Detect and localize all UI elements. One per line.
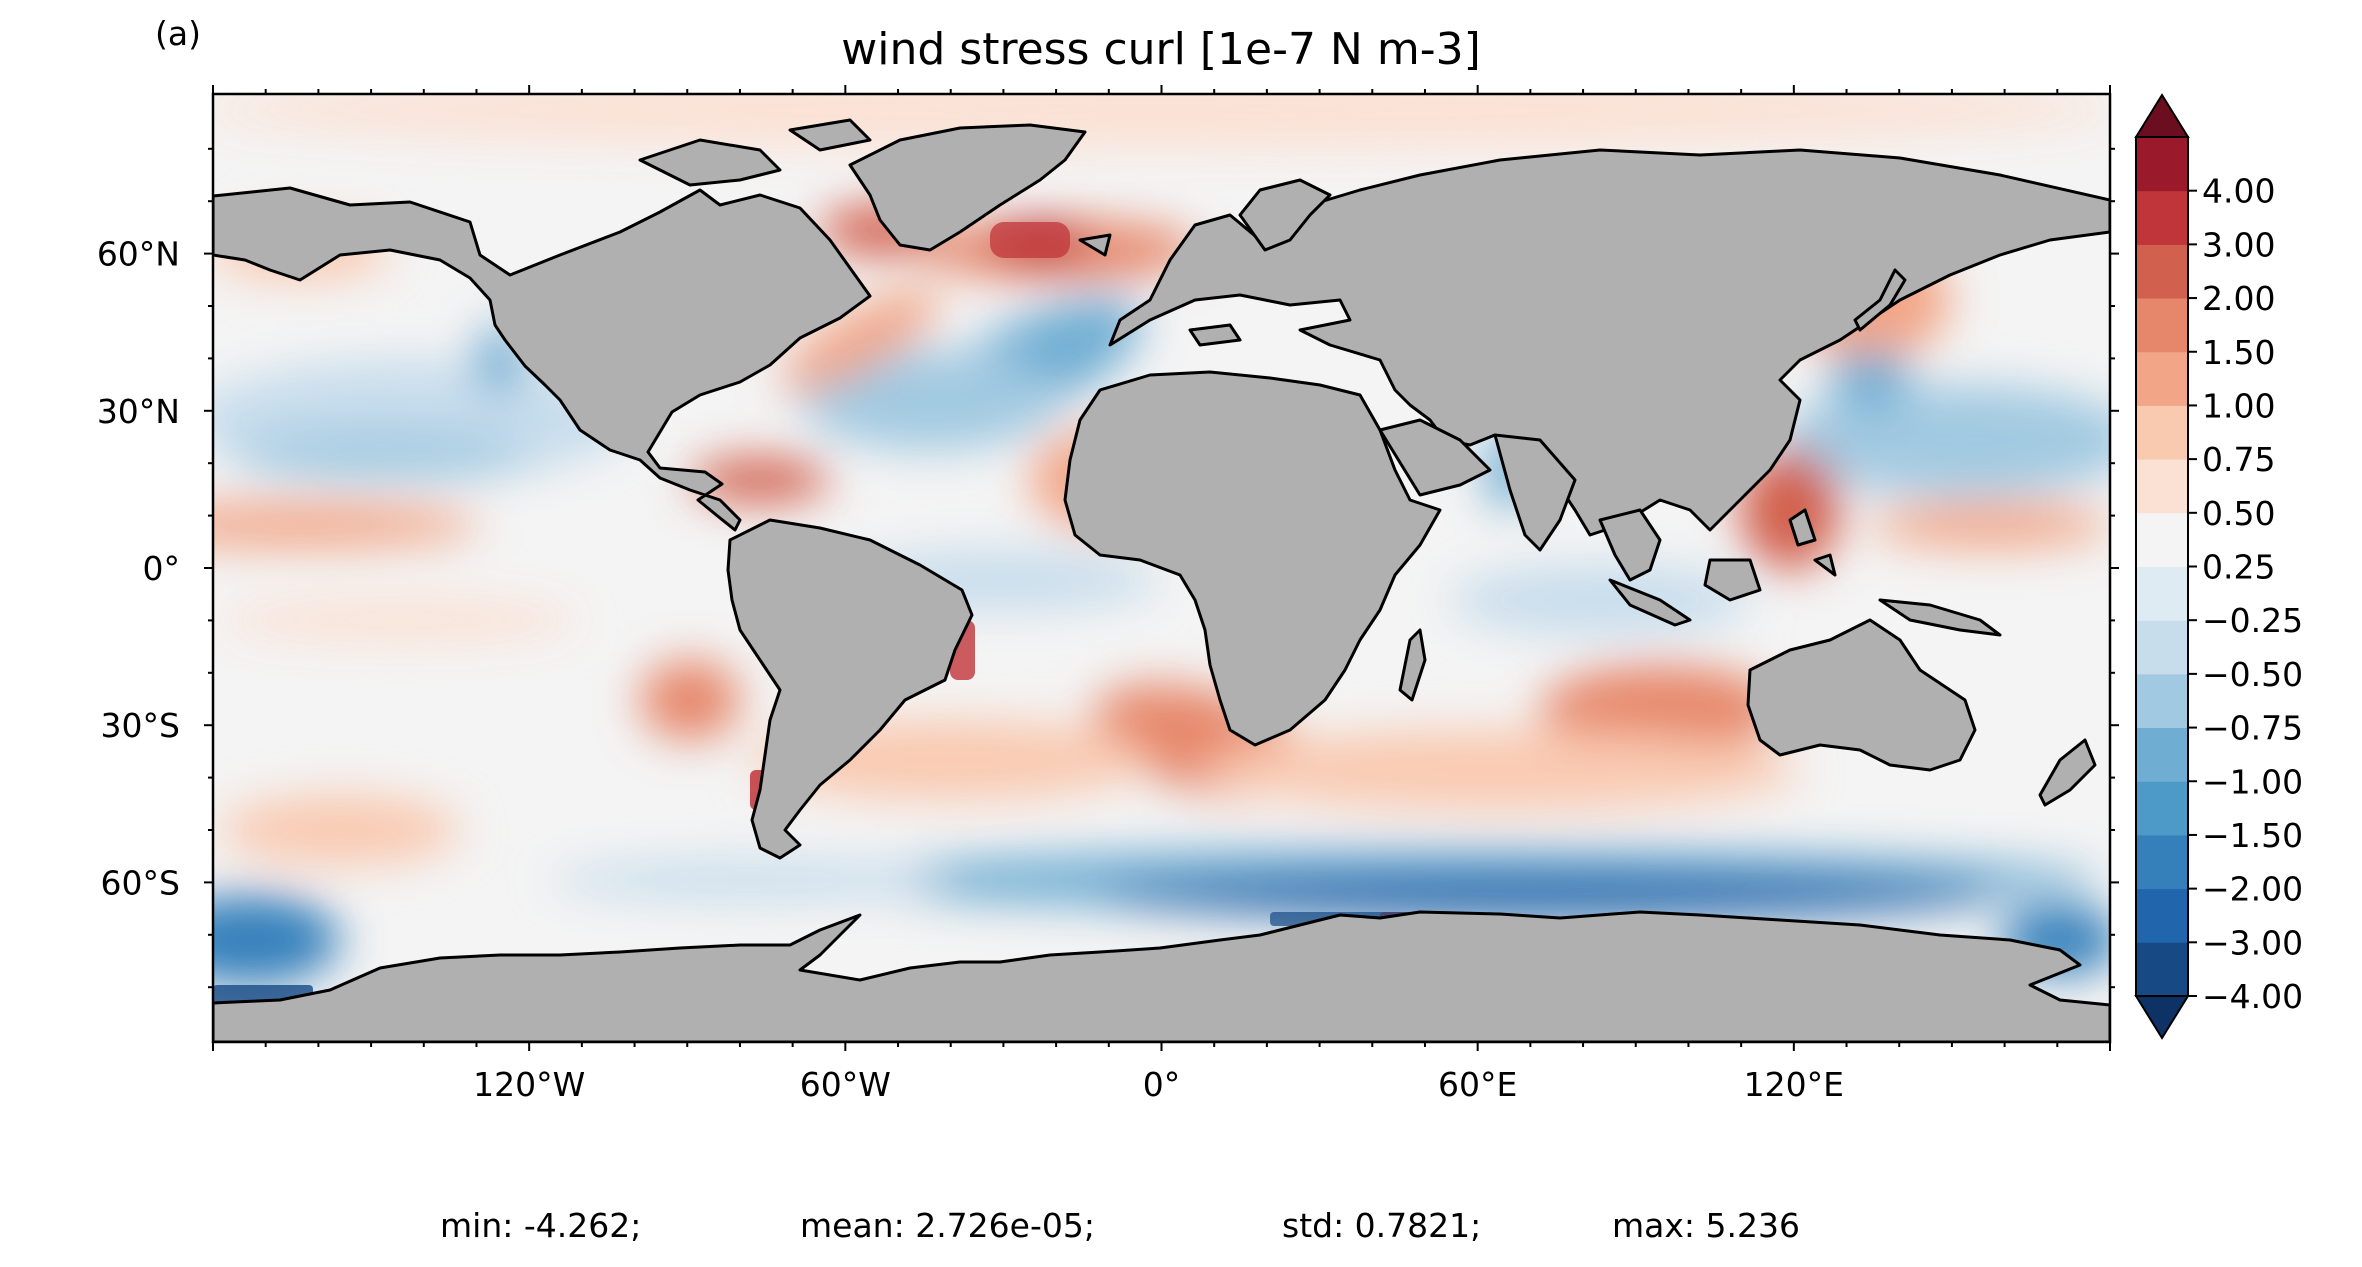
- field-blob: [1870, 503, 2110, 547]
- land-south-america: [726, 518, 974, 860]
- colorbar-tick-label: −0.75: [2202, 709, 2303, 748]
- colorbar-segment: [2136, 298, 2188, 353]
- y-axis: 60°N 30°N 0° 30°S 60°S: [97, 147, 2119, 989]
- x-tick-label: 60°W: [800, 1065, 891, 1104]
- land-sumatra: [1608, 578, 1692, 627]
- colorbar-tick-label: −0.50: [2202, 655, 2303, 694]
- field-blob: [640, 660, 740, 740]
- colorbar-tick-label: 2.00: [2202, 279, 2275, 318]
- land-north-america: [213, 186, 872, 532]
- land-arabia: [1378, 418, 1492, 497]
- field-blob: [1100, 873, 2000, 917]
- colorbar-segment: [2136, 244, 2188, 299]
- map-axes: 120°W 60°W 0° 60°E 120°E 60°N 30°N 0° 30°S 60°S: [97, 85, 2119, 1104]
- y-tick-label: 60°N: [97, 235, 180, 274]
- colorbar-segment: [2136, 405, 2188, 460]
- land-scandinavia: [1238, 178, 1332, 252]
- field-blob: [1200, 730, 1800, 810]
- colorbar-segment: [2136, 512, 2188, 567]
- colorbar-tick-label: 0.75: [2202, 440, 2275, 479]
- colorbar-segment: [2136, 620, 2188, 675]
- stat-min: min: -4.262;: [440, 1206, 641, 1245]
- colorbar: −4.00 −3.00 −2.00 −1.50 −1.00 −0.75 −0.50 −0.25…: [2134, 93, 2303, 1040]
- land-new-zealand: [2038, 738, 2097, 807]
- colorbar-segment: [2136, 781, 2188, 836]
- colorbar-tick-label: 1.50: [2202, 333, 2275, 372]
- colorbar-tick-label: −3.00: [2202, 923, 2303, 962]
- field-blob: [220, 795, 460, 865]
- colorbar-tick-label: −1.00: [2202, 762, 2303, 801]
- colorbar-tick-label: 0.50: [2202, 494, 2275, 533]
- x-tick-label: 0°: [1143, 1065, 1181, 1104]
- panel-label: (a): [155, 14, 201, 53]
- colorbar-tick-label: −2.00: [2202, 870, 2303, 909]
- field-blob: [213, 503, 480, 547]
- colorbar-segment: [2136, 942, 2188, 997]
- colorbar-segment: [2136, 459, 2188, 514]
- colorbar-tick-label: −4.00: [2202, 977, 2303, 1016]
- field-blob: [230, 430, 530, 480]
- land-madagascar: [1398, 628, 1427, 702]
- y-tick-label: 60°S: [101, 863, 180, 902]
- land-eurasia: [1108, 148, 2110, 537]
- land-masses: [213, 118, 2110, 1042]
- field-blob: [1450, 565, 1750, 635]
- field-blob: [1780, 385, 2110, 495]
- land-japan: [1853, 268, 1907, 332]
- colorbar-tick-label: 3.00: [2202, 225, 2275, 264]
- land-africa: [1063, 370, 1442, 747]
- y-tick-label: 30°N: [97, 392, 180, 431]
- colorbar-tick-label: −0.25: [2202, 601, 2303, 640]
- land-small-islands: [1078, 233, 1837, 577]
- colorbar-segment: [2136, 190, 2188, 245]
- field-blob: [800, 350, 1060, 450]
- y-tick-label: 30°S: [101, 706, 180, 745]
- colorbar-extend-high: [2134, 93, 2190, 138]
- land-borneo: [1703, 558, 1762, 602]
- x-tick-label: 120°W: [473, 1065, 585, 1104]
- field-blob: [690, 458, 830, 502]
- land-new-guinea: [1878, 598, 2002, 637]
- land-antarctica: [213, 910, 2110, 1042]
- colorbar-segment: [2136, 834, 2188, 890]
- colorbar-tick-label: −1.50: [2202, 816, 2303, 855]
- x-tick-label: 60°E: [1438, 1065, 1517, 1104]
- land-australia: [1746, 618, 1977, 772]
- stat-max: max: 5.236: [1612, 1206, 1800, 1245]
- land-india: [1493, 433, 1577, 552]
- field-blob: [220, 598, 580, 642]
- colorbar-tick-label: 4.00: [2202, 172, 2275, 211]
- colorbar-segment: [2136, 351, 2188, 406]
- map-title: wind stress curl [1e-7 N m-3]: [841, 24, 1480, 75]
- field-blob: [213, 895, 340, 985]
- colorbar-extend-low: [2134, 995, 2190, 1040]
- field-blob: [213, 94, 2110, 150]
- field-blob: [550, 860, 950, 900]
- colorbar-segment: [2136, 137, 2188, 192]
- stats-line: min: -4.262; mean: 2.726e-05; std: 0.782…: [440, 1206, 1800, 1245]
- x-tick-label: 120°E: [1744, 1065, 1844, 1104]
- land-canadian-archipelago: [638, 118, 872, 187]
- y-tick-label: 0°: [143, 549, 181, 588]
- land-greenland: [848, 123, 1087, 252]
- colorbar-segment: [2136, 727, 2188, 782]
- colorbar-segment: [2136, 566, 2188, 621]
- colorbar-segment: [2136, 673, 2188, 729]
- colorbar-segment: [2136, 888, 2188, 943]
- land-indochina: [1598, 508, 1662, 582]
- stat-std: std: 0.7821;: [1282, 1206, 1481, 1245]
- field-blob: [780, 288, 940, 392]
- field-blob: [1830, 350, 1910, 410]
- colorbar-tick-label: 1.00: [2202, 386, 2275, 425]
- x-axis: 120°W 60°W 0° 60°E 120°E: [212, 85, 2111, 1104]
- stat-mean: mean: 2.726e-05;: [800, 1206, 1095, 1245]
- colorbar-tick-label: 0.25: [2202, 548, 2275, 587]
